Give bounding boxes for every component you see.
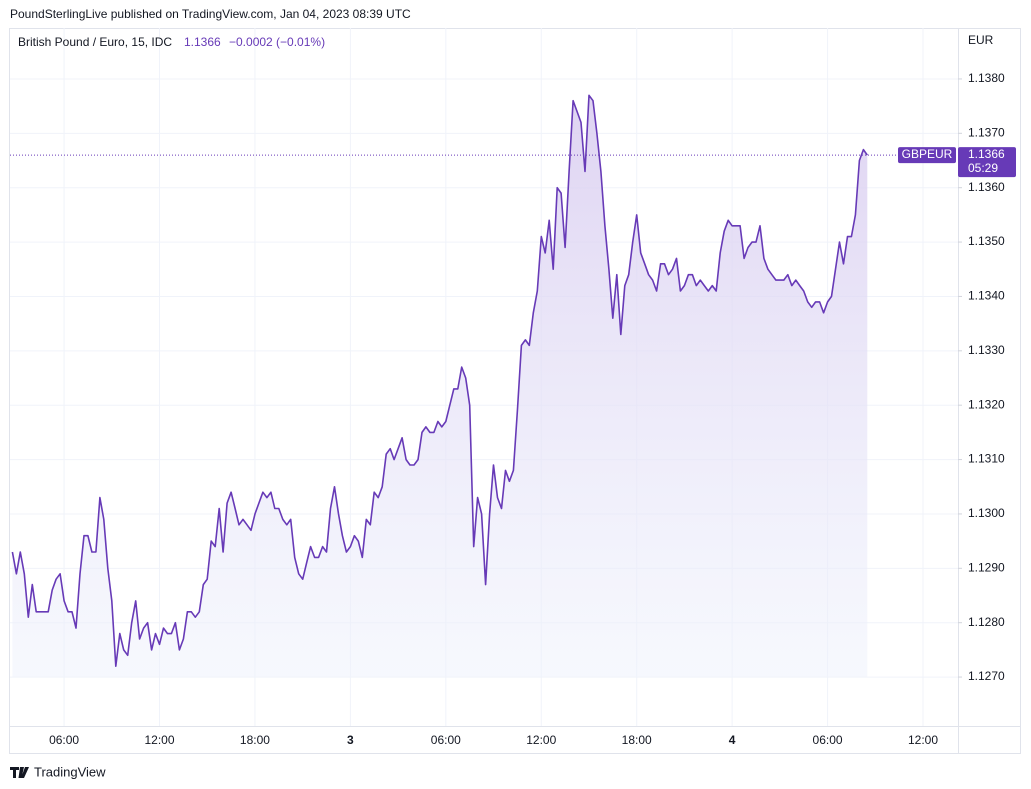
symbol-tag — [898, 147, 956, 164]
x-tick-label: 18:00 — [622, 733, 652, 747]
y-tick-label: 1.1330 — [968, 343, 1005, 357]
y-tick-label: 1.1350 — [968, 234, 1005, 248]
y-tick-label: 1.1380 — [968, 71, 1005, 85]
x-tick-label: 12:00 — [145, 733, 175, 747]
area-fill — [12, 95, 868, 678]
x-tick-label: 06:00 — [49, 733, 79, 747]
x-tick-label: 06:00 — [431, 733, 461, 747]
x-tick-label: 18:00 — [240, 733, 270, 747]
y-tick-label: 1.1300 — [968, 506, 1005, 520]
y-tick-label: 1.1360 — [968, 180, 1005, 194]
legend-price: 1.1366 — [184, 35, 221, 49]
symbol-tag-label: GBPEUR — [902, 147, 953, 161]
tradingview-logo — [10, 767, 29, 778]
last-price-tag — [958, 147, 1016, 178]
bar-countdown: 05:29 — [968, 161, 998, 175]
y-tick-label: 1.1370 — [968, 125, 1005, 139]
y-tick-label: 1.1340 — [968, 289, 1005, 303]
x-tick-label: 4 — [729, 733, 736, 747]
y-tick-label: 1.1270 — [968, 669, 1005, 683]
x-tick-label: 06:00 — [813, 733, 843, 747]
publisher-line: PoundSterlingLive published on TradingVi… — [10, 7, 411, 21]
x-tick-label: 3 — [347, 733, 354, 747]
x-tick-label: 12:00 — [908, 733, 938, 747]
footer: TradingView — [10, 764, 106, 779]
y-tick-label: 1.1290 — [968, 560, 1005, 574]
x-tick-label: 12:00 — [526, 733, 556, 747]
plot — [10, 94, 958, 678]
footer-brand: TradingView — [34, 764, 106, 779]
y-tick-label: 1.1280 — [968, 615, 1005, 629]
y-tick-label: 1.1310 — [968, 452, 1005, 466]
price-axis-unit: EUR — [968, 33, 994, 47]
chart-frame — [9, 28, 1021, 754]
symbol-title: British Pound / Euro, 15, IDC — [18, 35, 172, 49]
legend: British Pound / Euro, 15, IDC 1.1366 −0.… — [18, 35, 325, 49]
y-tick-label: 1.1320 — [968, 397, 1005, 411]
price-line — [11, 94, 868, 667]
last-price-label: 1.1366 — [968, 147, 1005, 161]
legend-change: −0.0002 (−0.01%) — [229, 35, 325, 49]
